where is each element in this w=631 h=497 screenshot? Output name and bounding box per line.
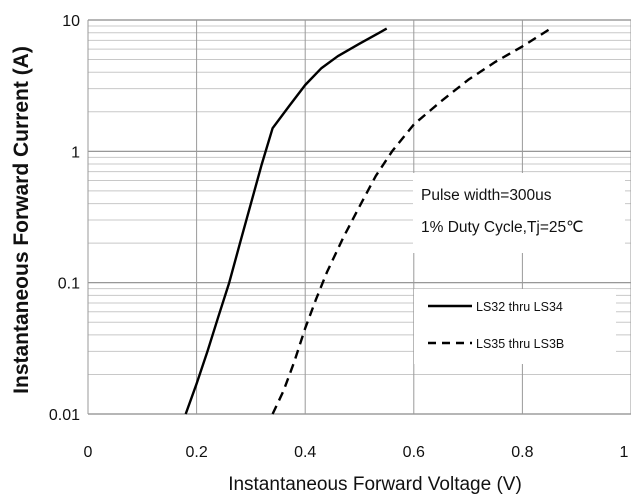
x-tick-label: 0.8 — [511, 444, 533, 461]
y-axis-title: Instantaneous Forward Current (A) — [10, 46, 33, 394]
y-tick-label: 1 — [71, 144, 80, 161]
x-tick-label: 1 — [620, 444, 629, 461]
legend-label-ls32: LS32 thru LS34 — [476, 300, 563, 314]
y-tick-labels: 0.01 0.1 1 10 — [49, 13, 80, 424]
x-tick-label: 0.2 — [185, 444, 207, 461]
y-tick-label: 0.01 — [49, 407, 80, 424]
x-tick-label: 0.4 — [294, 444, 316, 461]
series-line-ls32-ls34 — [184, 27, 388, 415]
annotation-box — [413, 173, 625, 253]
annotation-pulse-width: Pulse width=300us — [421, 187, 552, 204]
series-line-ls35-ls3b — [271, 28, 551, 415]
x-tick-label: 0 — [84, 444, 93, 461]
legend-label-ls35: LS35 thru LS3B — [476, 337, 564, 351]
series-lines — [184, 27, 551, 415]
x-tick-label: 0.6 — [403, 444, 425, 461]
legend: LS32 thru LS34 LS35 thru LS3B — [414, 289, 616, 364]
y-tick-label: 10 — [62, 13, 80, 30]
y-tick-label: 0.1 — [58, 276, 80, 293]
x-axis-title: Instantaneous Forward Voltage (V) — [228, 474, 522, 495]
legend-box — [414, 289, 616, 364]
x-tick-labels: 0 0.2 0.4 0.6 0.8 1 — [84, 444, 629, 461]
annotation-duty-cycle: 1% Duty Cycle,Tj=25℃ — [421, 219, 584, 236]
minor-gridlines — [88, 25, 631, 375]
